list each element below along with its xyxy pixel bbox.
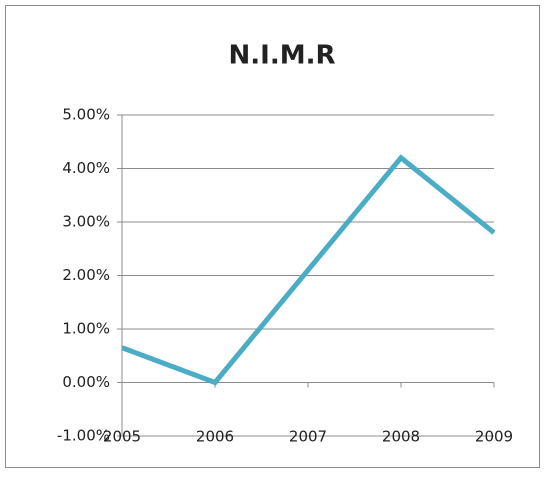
y-tick-label: 3.00% bbox=[62, 213, 110, 231]
x-tick-label: 2009 bbox=[475, 428, 513, 446]
y-tick-label: 5.00% bbox=[62, 106, 110, 124]
chart-title: N.I.M.R bbox=[229, 41, 336, 71]
x-tick-label: 2005 bbox=[103, 428, 141, 446]
data-line bbox=[121, 154, 496, 386]
y-tick-label: 2.00% bbox=[62, 266, 110, 284]
chart-border bbox=[5, 5, 540, 468]
y-tick-label: 4.00% bbox=[62, 159, 110, 177]
x-tick-label: 2008 bbox=[382, 428, 420, 446]
y-tick-label: 1.00% bbox=[62, 320, 110, 338]
y-tick-label: 0.00% bbox=[62, 373, 110, 391]
x-tick-label: 2007 bbox=[289, 428, 327, 446]
y-tick-label: -1.00% bbox=[57, 427, 110, 445]
x-tick-label: 2006 bbox=[196, 428, 234, 446]
